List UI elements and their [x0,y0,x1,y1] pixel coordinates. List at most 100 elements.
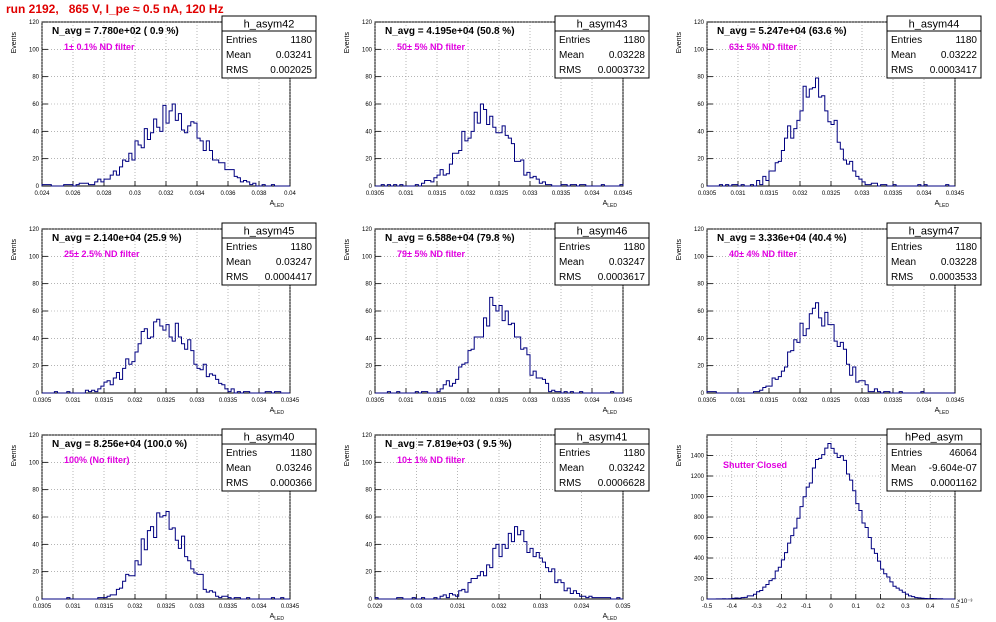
y-tick-label: 120 [362,20,373,26]
histogram-h-asym45: 0.0305 0.031 0.0315 0.032 0.0325 0.033 0.0335 0… [11,222,317,416]
filter-label: 25± 2.5% ND filter [64,249,140,259]
filter-label: 1± 0.1% ND filter [64,42,135,52]
y-tick-label: 20 [32,364,39,370]
y-tick-label: 0 [701,184,705,190]
x-tick-label: 0.032 [158,191,174,197]
stats-key-entries: Entries [559,242,590,253]
y-tick-label: 0 [701,391,705,397]
y-tick-label: 100 [362,47,373,53]
filter-label: 79± 5% ND filter [397,249,465,259]
stats-key-rms: RMS [226,478,249,489]
histogram-h-asym44: 0.0305 0.031 0.0315 0.032 0.0325 0.033 0.0335 0… [676,15,982,209]
navg-label: N_avg = 7.819e+03 ( 9.5 %) [385,439,512,450]
navg-label: N_avg = 7.780e+02 ( 0.9 %) [52,26,179,37]
x-tick-label: 0.032 [460,191,476,197]
x-tick-label: 0.032 [792,398,808,404]
stats-title: hPed_asym [905,432,963,444]
stats-box [886,428,982,492]
x-exponent-label: ×10⁻³ [957,599,972,605]
stats-value-entries: 46064 [949,448,977,459]
histogram-line-h-asym44 [707,77,955,187]
stats-key-entries: Entries [226,242,257,253]
x-tick-label: 0.032 [127,398,143,404]
panel-hped-asym: -0.5 -0.4 -0.3 -0.2 -0.1 0 0.1 0.2 0.3 0.4 0.5 0 200… [665,427,995,622]
x-tick-label: 0.0345 [614,398,633,404]
y-axis-title: Events [676,239,683,261]
filter-label: 100% (No filter) [64,455,130,465]
y-tick-label: 0 [369,597,373,603]
x-tick-label: 0.032 [491,604,507,610]
histogram-line-h-asym42 [41,103,290,187]
x-tick-label: 0.033 [189,604,205,610]
y-tick-label: 120 [29,227,40,233]
y-tick-label: 0 [36,597,40,603]
stats-key-entries: Entries [559,35,590,46]
y-tick-label: 120 [362,227,373,233]
y-tick-label: 40 [365,542,372,548]
stats-key-rms: RMS [891,478,914,489]
y-tick-label: 60 [697,309,704,315]
x-tick-label: 0.0335 [552,191,571,197]
y-tick-label: 120 [694,20,705,26]
stats-value-rms: 0.0006628 [598,478,646,489]
y-tick-label: 400 [694,556,705,562]
stats-key-mean: Mean [559,257,584,268]
y-tick-label: 0 [369,184,373,190]
x-axis-title: ALED [603,613,618,622]
x-tick-label: 0.0325 [490,191,509,197]
x-tick-label: 0.0335 [219,398,238,404]
x-tick-label: 0.031 [450,604,466,610]
y-tick-label: 40 [32,336,39,342]
y-tick-label: 20 [365,570,372,576]
stats-key-rms: RMS [559,65,582,76]
x-tick-label: 0.0315 [760,398,779,404]
x-tick-label: 0.04 [284,191,296,197]
x-axis-title: ALED [270,407,285,416]
x-tick-label: 0.2 [876,604,885,610]
stats-key-entries: Entries [226,35,257,46]
x-tick-label: 0.034 [251,604,267,610]
x-tick-label: 0.034 [574,604,590,610]
y-tick-label: 120 [362,433,373,439]
x-tick-label: 0.038 [251,191,267,197]
y-tick-label: 80 [32,282,39,288]
y-tick-label: 80 [365,488,372,494]
y-tick-label: 80 [697,75,704,81]
y-tick-label: 40 [365,336,372,342]
filter-label: 50± 5% ND filter [397,42,465,52]
x-tick-label: 0.029 [367,604,383,610]
panel-h-asym43: 0.0305 0.031 0.0315 0.032 0.0325 0.033 0.0335 0… [333,14,663,209]
stats-key-rms: RMS [559,272,582,283]
stats-value-entries: 1180 [623,448,645,459]
x-tick-label: 0.0345 [281,604,300,610]
stats-value-mean: 0.03247 [276,257,313,268]
histogram-hped-asym: -0.5 -0.4 -0.3 -0.2 -0.1 0 0.1 0.2 0.3 0.4 0.5 0 200… [676,428,982,610]
x-tick-label: 0.0335 [552,398,571,404]
histogram-h-asym47: 0.0305 0.031 0.0315 0.032 0.0325 0.033 0.0335 0… [676,222,982,416]
y-tick-label: 120 [29,20,40,26]
stats-box [554,15,650,79]
histogram-line-h-asym41 [374,526,623,600]
y-tick-label: 80 [32,75,39,81]
y-tick-label: 0 [36,391,40,397]
x-tick-label: 0.034 [916,398,932,404]
y-axis-title: Events [344,32,351,54]
stats-title: h_asym42 [244,19,295,31]
y-tick-label: 100 [29,254,40,260]
y-tick-label: 80 [32,488,39,494]
x-tick-label: 0.1 [852,604,861,610]
stats-box [221,15,317,79]
y-tick-label: 40 [697,336,704,342]
stats-value-entries: 1180 [955,35,977,46]
y-tick-label: 40 [697,129,704,135]
y-tick-label: 1400 [691,454,705,460]
stats-title: h_asym46 [577,226,628,238]
x-tick-label: 0.0325 [157,604,176,610]
y-axis-title: Events [11,32,18,54]
y-tick-label: 60 [32,309,39,315]
stats-box [221,222,317,286]
stats-value-mean: 0.03247 [609,257,646,268]
x-tick-label: -0.3 [751,604,762,610]
y-tick-label: 120 [694,227,705,233]
y-tick-label: 0 [701,597,705,603]
